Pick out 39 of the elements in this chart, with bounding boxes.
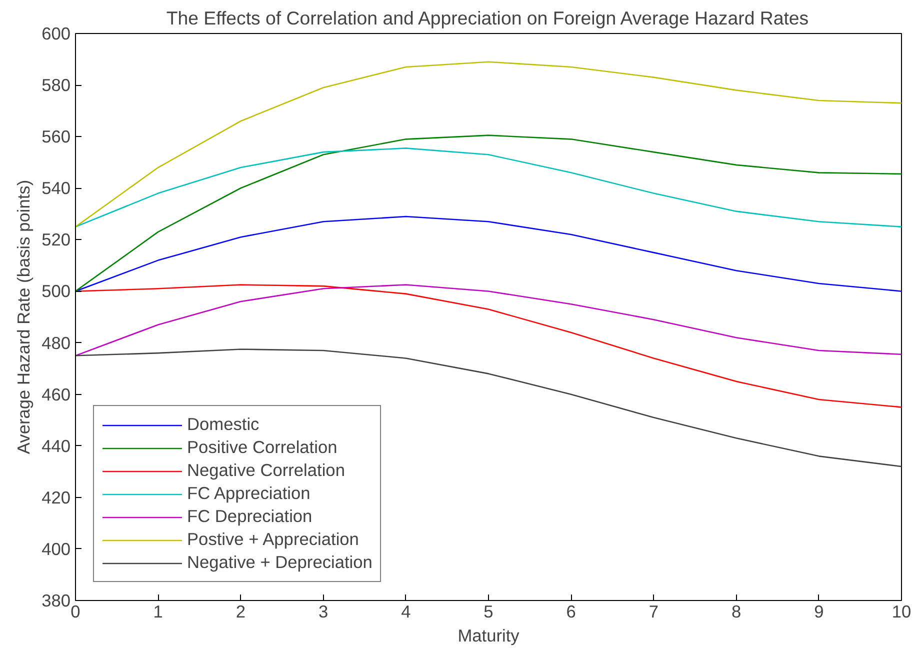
legend-label: Negative Correlation	[187, 460, 345, 481]
y-tick-label: 540	[42, 178, 71, 198]
y-tick-label: 460	[42, 384, 71, 404]
y-tick-label: 480	[42, 332, 71, 353]
legend-label: Positive Correlation	[187, 437, 338, 458]
y-tick-label: 420	[42, 487, 71, 508]
chart-title: The Effects of Correlation and Appreciation on Foreign Average Hazard Rates	[166, 8, 809, 28]
line-series	[76, 61, 902, 228]
x-tick-label: 0	[70, 602, 80, 622]
x-tick-label: 3	[318, 602, 328, 622]
y-tick-label: 520	[42, 230, 71, 250]
y-tick-label: 440	[42, 436, 71, 456]
x-axis-title: Maturity	[458, 626, 520, 646]
y-tick-label: 400	[42, 538, 71, 559]
line-series	[76, 148, 902, 228]
x-tick-label: 4	[401, 602, 412, 622]
x-tick-label: 7	[648, 602, 659, 622]
line-series	[76, 284, 902, 356]
x-tick-label: 1	[153, 602, 163, 622]
x-tick-label: 5	[484, 602, 494, 622]
x-tick-label: 10	[892, 602, 912, 622]
x-tick-label: 2	[236, 602, 246, 622]
line-series	[76, 134, 902, 292]
x-tick-label: 8	[731, 602, 742, 622]
legend-label: FC Appreciation	[187, 483, 310, 504]
x-tick-label: 6	[566, 602, 576, 622]
y-tick-label: 560	[42, 126, 71, 147]
x-tick-label: 9	[814, 602, 824, 622]
y-tick-label: 500	[42, 281, 71, 302]
legend-label: FC Depreciation	[187, 506, 312, 527]
legend-label: Domestic	[187, 414, 260, 435]
legend-label: Postive + Appreciation	[187, 529, 359, 550]
y-tick-label: 580	[42, 75, 71, 96]
line-series	[76, 216, 902, 292]
line-series	[76, 284, 902, 408]
y-tick-label: 380	[42, 590, 71, 610]
y-tick-label: 600	[42, 24, 71, 44]
y-axis-title: Average Hazard Rate (basis points)	[14, 180, 34, 454]
legend-label: Negative + Depreciation	[187, 552, 372, 573]
